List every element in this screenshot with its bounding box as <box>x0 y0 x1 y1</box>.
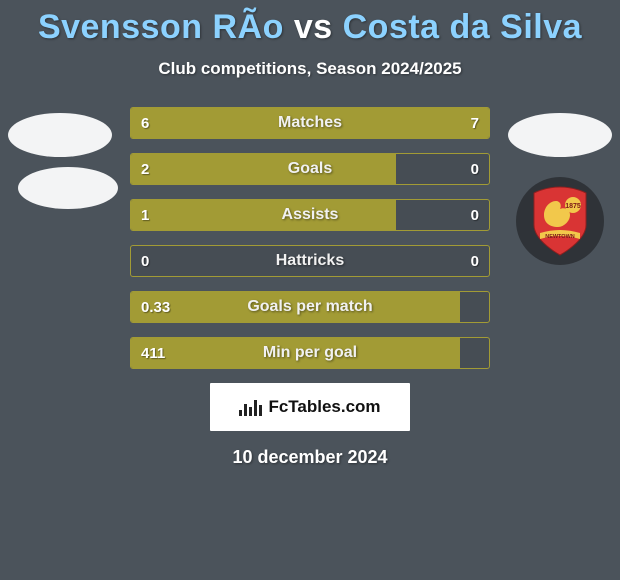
bar-row: 0.33Goals per match <box>130 291 490 323</box>
club-crest-icon: 1875 NEWTOWN <box>530 185 590 257</box>
title-player1: Svensson RÃo <box>38 8 284 46</box>
player2-avatar <box>508 113 612 157</box>
bar-row: 10Assists <box>130 199 490 231</box>
bar-label: Assists <box>131 200 489 230</box>
svg-text:1875: 1875 <box>565 203 581 210</box>
bar-label: Goals per match <box>131 292 489 322</box>
watermark: FcTables.com <box>210 383 410 431</box>
bar-label: Min per goal <box>131 338 489 368</box>
svg-text:NEWTOWN: NEWTOWN <box>545 234 575 240</box>
player1-avatar <box>8 113 112 157</box>
player1-club-avatar <box>18 167 118 209</box>
bar-row: 00Hattricks <box>130 245 490 277</box>
bar-row: 67Matches <box>130 107 490 139</box>
watermark-text: FcTables.com <box>268 397 380 417</box>
page-title: Svensson RÃo vs Costa da Silva <box>0 0 620 47</box>
bar-row: 411Min per goal <box>130 337 490 369</box>
bar-row: 20Goals <box>130 153 490 185</box>
bar-label: Goals <box>131 154 489 184</box>
date-text: 10 december 2024 <box>0 447 620 468</box>
title-vs: vs <box>294 8 333 46</box>
bar-chart-icon <box>239 398 262 416</box>
bar-label: Matches <box>131 108 489 138</box>
player2-club-badge: 1875 NEWTOWN <box>516 177 604 265</box>
subtitle: Club competitions, Season 2024/2025 <box>0 59 620 79</box>
comparison-bars: 67Matches 20Goals 10Assists 00Hattricks 0.33… <box>130 107 490 369</box>
bar-label: Hattricks <box>131 246 489 276</box>
comparison-content: 1875 NEWTOWN 67Matches 20Goals 10Assists 00… <box>0 107 620 468</box>
title-player2: Costa da Silva <box>343 8 582 46</box>
